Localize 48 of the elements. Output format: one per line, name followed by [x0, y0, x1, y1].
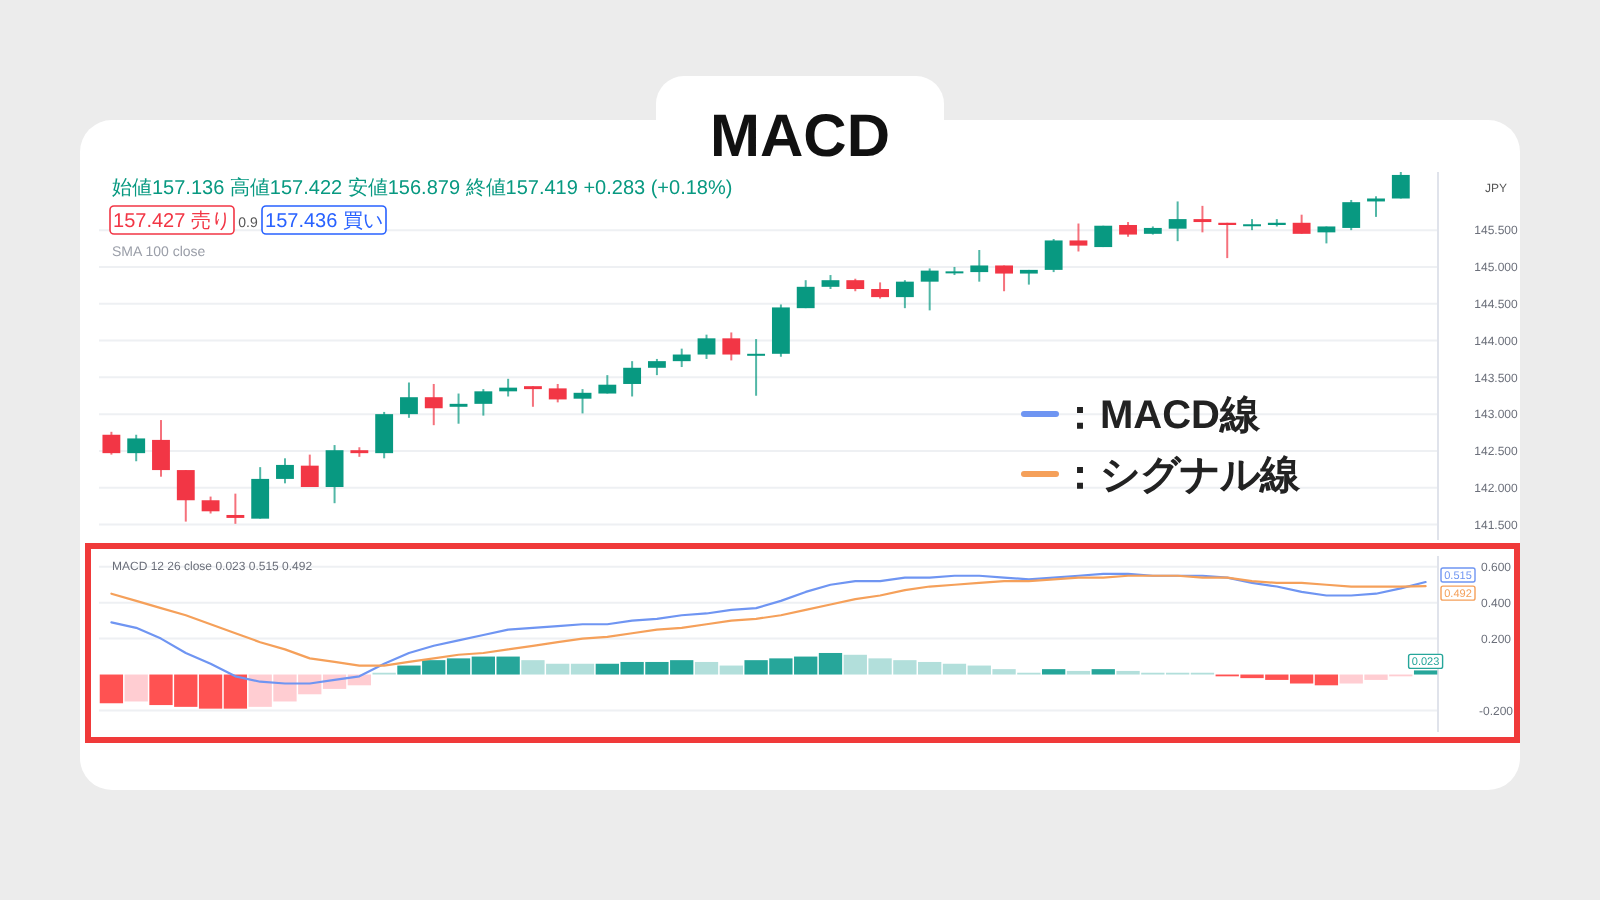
candlestick — [920, 267, 939, 312]
candlestick — [1367, 195, 1385, 218]
candlestick — [598, 374, 617, 395]
candlestick — [524, 385, 542, 408]
candlestick — [176, 469, 195, 523]
bar — [124, 674, 148, 702]
chart-title: MACD — [710, 104, 890, 170]
candlestick — [424, 382, 443, 427]
annotation: 始値157.136 高値157.422 安値156.879 終値157.419 +0.283 (+0.18%) — [112, 176, 733, 200]
candlestick — [276, 457, 294, 485]
candlestick — [1391, 171, 1410, 200]
candlestick — [127, 433, 146, 463]
candlestick — [771, 303, 790, 358]
annotation: 157.436 買い — [265, 211, 383, 233]
legend-label: ：MACD線 — [1060, 394, 1262, 438]
candlestick — [1342, 198, 1361, 232]
candlestick — [325, 444, 344, 505]
candlestick — [300, 453, 319, 489]
bar — [1091, 669, 1115, 675]
candlestick — [548, 382, 567, 404]
candlestick — [152, 419, 170, 478]
candlestick — [995, 264, 1013, 293]
candlestick — [623, 360, 642, 398]
candlestick — [672, 347, 691, 369]
candlestick — [251, 466, 270, 520]
candlestick — [226, 492, 245, 525]
legend-label: ：シグナル線 — [1060, 454, 1302, 498]
candlestick — [796, 279, 815, 310]
candlestick — [400, 381, 418, 419]
bar — [1042, 669, 1066, 675]
candlestick — [1218, 221, 1237, 260]
candlestick — [747, 338, 766, 397]
candlestick — [895, 279, 914, 310]
candlestick — [722, 331, 741, 362]
candlestick — [573, 388, 592, 415]
candlestick — [1069, 222, 1088, 253]
candlestick — [375, 410, 394, 460]
candlestick — [1292, 213, 1311, 235]
candlestick — [474, 388, 493, 417]
candlestick — [102, 430, 121, 456]
candlestick — [449, 392, 468, 425]
bar — [99, 674, 124, 704]
candlestick — [970, 249, 989, 283]
candlestick — [1044, 237, 1063, 274]
candlestick — [1193, 204, 1212, 234]
annotation: 157.427 売り — [113, 209, 231, 233]
candlestick — [1168, 200, 1187, 243]
candlestick — [697, 333, 716, 360]
